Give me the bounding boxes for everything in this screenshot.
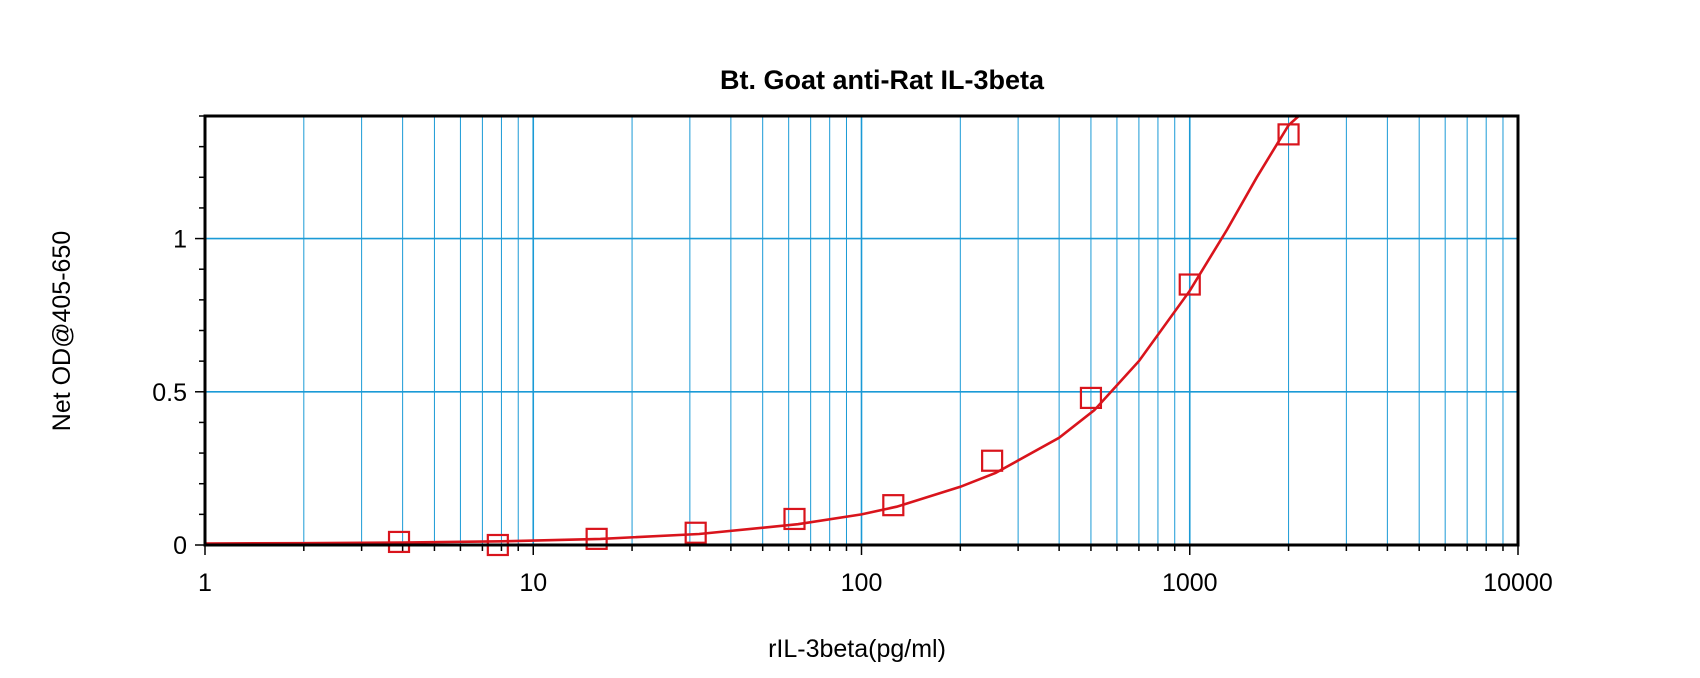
- plot-frame: [203, 114, 1520, 547]
- y-tick-label: 1: [173, 226, 187, 254]
- x-tick-label: 10000: [1483, 569, 1553, 597]
- chart-title: Bt. Goat anti-Rat IL-3beta: [720, 65, 1045, 95]
- data-point-marker: [387, 530, 411, 554]
- y-tick-label: 0: [173, 532, 187, 560]
- data-point-marker: [585, 527, 608, 550]
- data-point-marker: [1079, 386, 1103, 410]
- y-tick-label: 0.5: [152, 379, 187, 407]
- y-axis-label: Net OD@405-650: [48, 231, 76, 431]
- fit-curve-layer: [205, 116, 1301, 545]
- tick-labels: 1 10 100 1000 10000 0 0.5 1: [152, 226, 1553, 597]
- fit-curve: [205, 116, 1301, 545]
- data-point-marker: [783, 507, 806, 531]
- data-point-marker: [1178, 273, 1201, 296]
- data-point-marker: [1277, 123, 1300, 146]
- x-tick-label: 1: [198, 569, 212, 597]
- grid: [205, 116, 1518, 545]
- x-tick-label: 10: [519, 569, 547, 597]
- x-tick-label: 1000: [1162, 569, 1218, 597]
- data-point-marker: [882, 494, 905, 517]
- x-tick-label: 100: [841, 569, 883, 597]
- data-point-marker: [981, 449, 1004, 472]
- x-axis-label: rIL-3beta(pg/ml): [768, 635, 946, 663]
- data-point-marker: [684, 521, 707, 544]
